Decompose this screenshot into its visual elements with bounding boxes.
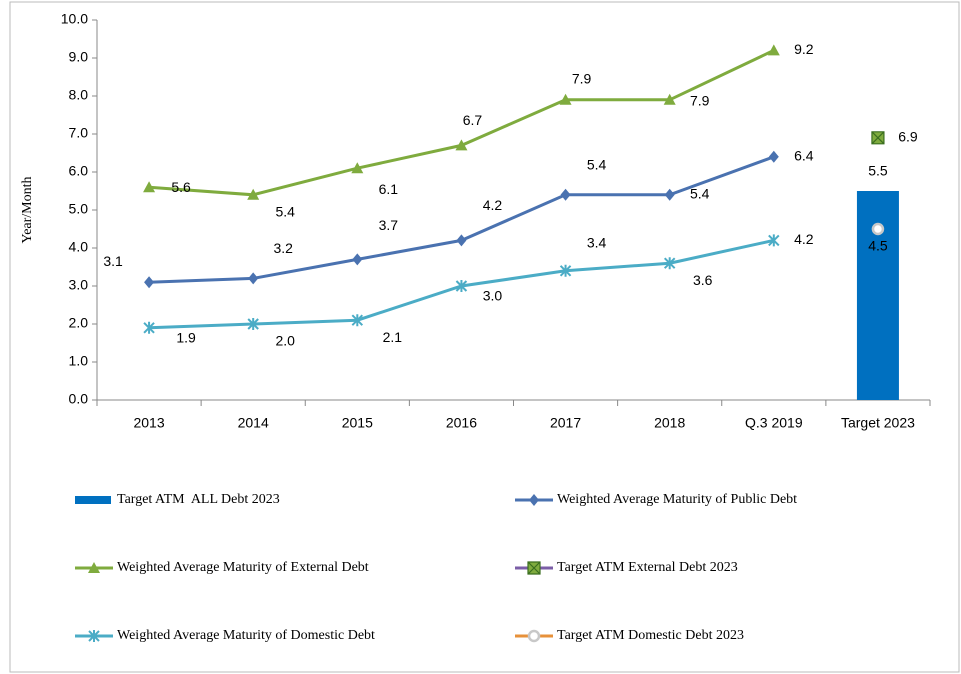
y-tick-label: 4.0 bbox=[69, 239, 89, 255]
y-tick-label: 0.0 bbox=[69, 391, 89, 407]
x-tick-label: Target 2023 bbox=[841, 415, 915, 431]
point bbox=[455, 280, 468, 292]
line bbox=[149, 155, 775, 284]
data-label: 9.2 bbox=[794, 41, 814, 57]
point bbox=[455, 139, 468, 151]
data-label: 6.4 bbox=[794, 148, 814, 164]
data-label: 7.9 bbox=[572, 71, 592, 87]
point bbox=[351, 162, 364, 174]
legend-item: Weighted Average Maturity of Domestic De… bbox=[75, 628, 375, 643]
data-label: 4.2 bbox=[794, 231, 814, 247]
x-tick-label: 2017 bbox=[550, 415, 581, 431]
data-label: 6.9 bbox=[898, 129, 918, 145]
legend-label: Target ATM Domestic Debt 2023 bbox=[557, 628, 744, 643]
legend-label: Target ATM ALL Debt 2023 bbox=[117, 492, 280, 507]
data-label: 5.4 bbox=[587, 157, 607, 173]
y-tick-label: 10.0 bbox=[61, 11, 88, 27]
y-axis-label: Year/Month bbox=[20, 176, 35, 243]
x-tick-label: 2016 bbox=[446, 415, 477, 431]
point bbox=[767, 44, 780, 56]
point bbox=[248, 272, 259, 285]
data-label: 3.1 bbox=[103, 253, 123, 269]
legend-marker bbox=[529, 494, 539, 506]
data-label: 3.7 bbox=[379, 217, 399, 233]
data-label: 5.4 bbox=[690, 186, 710, 202]
legend-item: Target ATM External Debt 2023 bbox=[515, 560, 738, 575]
x-tick-label: Q.3 2019 bbox=[745, 415, 803, 431]
legend-marker bbox=[88, 562, 100, 573]
point bbox=[663, 257, 676, 270]
data-label: 5.6 bbox=[171, 179, 191, 195]
data-label: 3.2 bbox=[273, 240, 293, 256]
y-tick-label: 9.0 bbox=[69, 49, 89, 65]
y-tick-label: 6.0 bbox=[69, 163, 89, 179]
point bbox=[768, 150, 779, 163]
data-label: 6.7 bbox=[463, 112, 483, 128]
legend-marker bbox=[527, 561, 541, 575]
data-label: 1.9 bbox=[176, 330, 196, 346]
data-label: 4.2 bbox=[483, 197, 503, 213]
legend-item: Weighted Average Maturity of Public Debt bbox=[515, 492, 797, 507]
legend-item: Weighted Average Maturity of External De… bbox=[75, 560, 369, 575]
legend-label: Weighted Average Maturity of Domestic De… bbox=[117, 628, 375, 643]
x-tick-label: 2013 bbox=[133, 415, 164, 431]
legend-label: Weighted Average Maturity of External De… bbox=[117, 560, 369, 575]
point bbox=[768, 234, 780, 247]
legend-swatch bbox=[75, 496, 111, 504]
data-label: 5.5 bbox=[868, 163, 888, 179]
data-label: 3.4 bbox=[587, 235, 607, 251]
legend-item: Target ATM Domestic Debt 2023 bbox=[515, 628, 744, 643]
data-label: 6.1 bbox=[379, 181, 399, 197]
x-tick-label: 2015 bbox=[342, 415, 373, 431]
point bbox=[663, 93, 676, 105]
point bbox=[664, 188, 675, 201]
data-label: 2.1 bbox=[383, 329, 403, 345]
point bbox=[352, 253, 363, 266]
y-tick-label: 1.0 bbox=[69, 353, 89, 369]
data-label: 2.0 bbox=[275, 333, 295, 349]
point bbox=[559, 93, 572, 105]
legend-item: Target ATM ALL Debt 2023 bbox=[75, 492, 280, 507]
point bbox=[144, 276, 155, 289]
x-tick-label: 2018 bbox=[654, 415, 685, 431]
y-tick-label: 7.0 bbox=[69, 125, 89, 141]
data-label: 3.0 bbox=[483, 288, 503, 304]
y-tick-label: 5.0 bbox=[69, 201, 89, 217]
legend-label: Target ATM External Debt 2023 bbox=[557, 560, 738, 575]
point bbox=[871, 222, 885, 236]
point bbox=[351, 314, 364, 327]
point bbox=[871, 131, 885, 145]
point bbox=[456, 234, 467, 247]
data-label: 4.5 bbox=[868, 238, 888, 254]
x-tick-label: 2014 bbox=[238, 415, 269, 431]
bar bbox=[856, 191, 899, 400]
line bbox=[148, 49, 775, 197]
y-tick-label: 3.0 bbox=[69, 277, 89, 293]
data-label: 5.4 bbox=[275, 204, 295, 220]
point bbox=[247, 188, 260, 200]
point bbox=[143, 321, 155, 334]
y-tick-label: 8.0 bbox=[69, 87, 89, 103]
legend-marker bbox=[88, 630, 100, 642]
data-label: 3.6 bbox=[693, 272, 713, 288]
y-tick-label: 2.0 bbox=[69, 315, 89, 331]
point bbox=[559, 264, 572, 277]
point bbox=[560, 188, 571, 201]
legend-label: Weighted Average Maturity of Public Debt bbox=[557, 492, 797, 507]
data-label: 7.9 bbox=[690, 93, 710, 109]
legend-marker bbox=[527, 629, 541, 643]
point bbox=[143, 181, 156, 193]
frame bbox=[9, 1, 960, 673]
point bbox=[247, 318, 259, 330]
